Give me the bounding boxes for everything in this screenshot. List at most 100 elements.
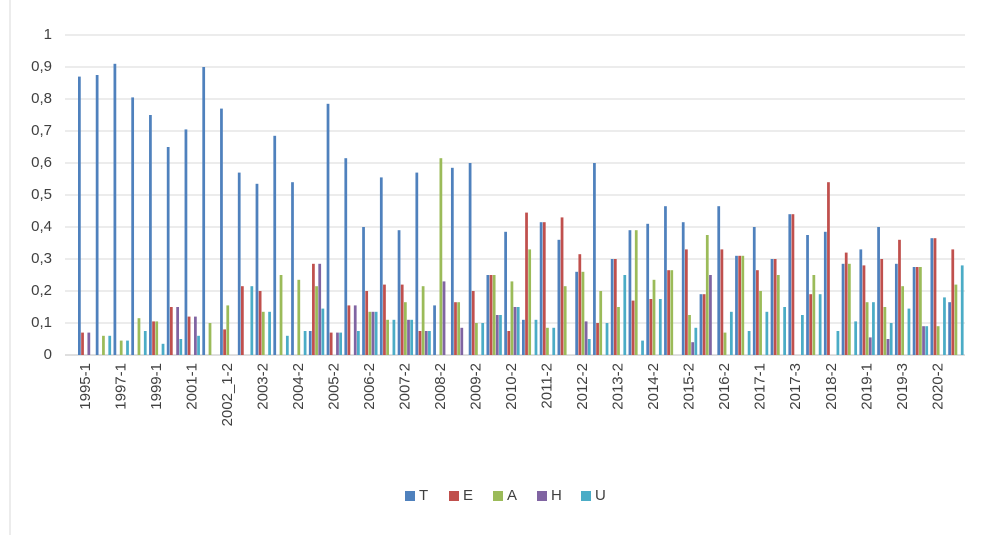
bar	[250, 286, 254, 355]
bar	[152, 321, 155, 355]
bar	[694, 327, 698, 355]
x-tick-label: 2001-1	[183, 363, 200, 410]
x-tick-label: 1997-1	[112, 363, 129, 410]
bar	[880, 259, 884, 355]
bar	[155, 321, 159, 355]
chart-frame	[9, 0, 994, 535]
bar	[489, 275, 493, 355]
bar	[836, 331, 840, 355]
bar	[578, 254, 582, 355]
bar	[460, 327, 464, 355]
x-tick-label: 2009-2	[468, 363, 485, 410]
bar	[756, 270, 759, 355]
bar	[735, 255, 738, 355]
bar	[126, 340, 129, 355]
bar	[759, 291, 762, 355]
legend-label: T	[419, 487, 428, 504]
bar	[410, 319, 414, 355]
bar	[951, 249, 955, 355]
bar	[688, 315, 691, 355]
bar	[883, 307, 887, 355]
bar	[344, 158, 348, 355]
bar	[326, 103, 330, 355]
bar	[773, 259, 777, 355]
x-tick-label: 2020-2	[929, 363, 946, 410]
bar	[623, 275, 627, 355]
bar	[872, 302, 875, 355]
bar	[87, 332, 91, 355]
bar	[552, 327, 556, 355]
bar	[776, 275, 780, 355]
y-tick-label: 0	[44, 346, 52, 363]
bar	[806, 235, 809, 355]
bar	[392, 319, 396, 355]
bar	[336, 332, 339, 355]
bar	[770, 259, 774, 355]
bar	[720, 249, 724, 355]
x-tick-label: 2007-2	[397, 363, 414, 410]
bar	[315, 286, 318, 355]
y-tick-label: 0,1	[31, 314, 52, 331]
y-tick-label: 0,8	[31, 90, 52, 107]
bar	[308, 331, 312, 355]
legend-swatch	[405, 491, 415, 501]
bar	[752, 227, 756, 355]
x-tick-label: 2017-1	[752, 363, 769, 410]
bar	[933, 238, 937, 355]
bar	[475, 323, 478, 355]
bar	[915, 267, 919, 355]
x-tick-label: 2010-2	[503, 363, 520, 410]
bar	[312, 263, 315, 355]
bar	[936, 326, 940, 355]
bar	[886, 339, 890, 355]
bar	[522, 319, 525, 355]
x-tick-label: 2015-2	[681, 363, 698, 410]
bar	[868, 337, 872, 355]
bar	[258, 291, 262, 355]
bar	[581, 271, 585, 355]
bar	[930, 238, 934, 355]
bar	[894, 263, 898, 355]
bar	[783, 307, 786, 355]
bar	[357, 331, 360, 355]
bar	[865, 302, 869, 355]
bar	[131, 97, 135, 356]
legend-label: E	[463, 487, 473, 504]
bar	[684, 249, 688, 355]
bar	[403, 302, 407, 355]
bar	[960, 265, 964, 355]
bar	[575, 271, 579, 355]
bar	[925, 326, 929, 355]
bar	[268, 311, 271, 355]
bar	[788, 214, 792, 355]
bar	[143, 331, 147, 355]
bar	[823, 231, 827, 355]
bar	[847, 263, 851, 355]
bar	[457, 302, 461, 355]
bar	[599, 291, 603, 355]
bar	[424, 331, 428, 355]
bar	[365, 291, 369, 355]
bar	[525, 212, 528, 355]
bar	[841, 263, 845, 355]
bar	[634, 230, 638, 355]
x-tick-label: 2014-2	[645, 363, 662, 410]
x-tick-label: 2019-1	[858, 363, 875, 410]
bar	[499, 315, 502, 355]
bar	[670, 270, 674, 355]
bar	[102, 335, 105, 355]
bar	[528, 249, 532, 355]
bar	[362, 227, 365, 355]
bar	[854, 321, 858, 355]
bar	[407, 319, 410, 355]
bar	[664, 206, 667, 355]
bar	[702, 294, 706, 355]
bar	[454, 302, 457, 355]
bar	[513, 307, 517, 355]
bar	[149, 115, 152, 355]
bar	[717, 206, 721, 355]
bar	[418, 331, 422, 355]
bar	[119, 340, 123, 355]
legend-swatch	[581, 491, 591, 501]
bar	[504, 231, 507, 355]
